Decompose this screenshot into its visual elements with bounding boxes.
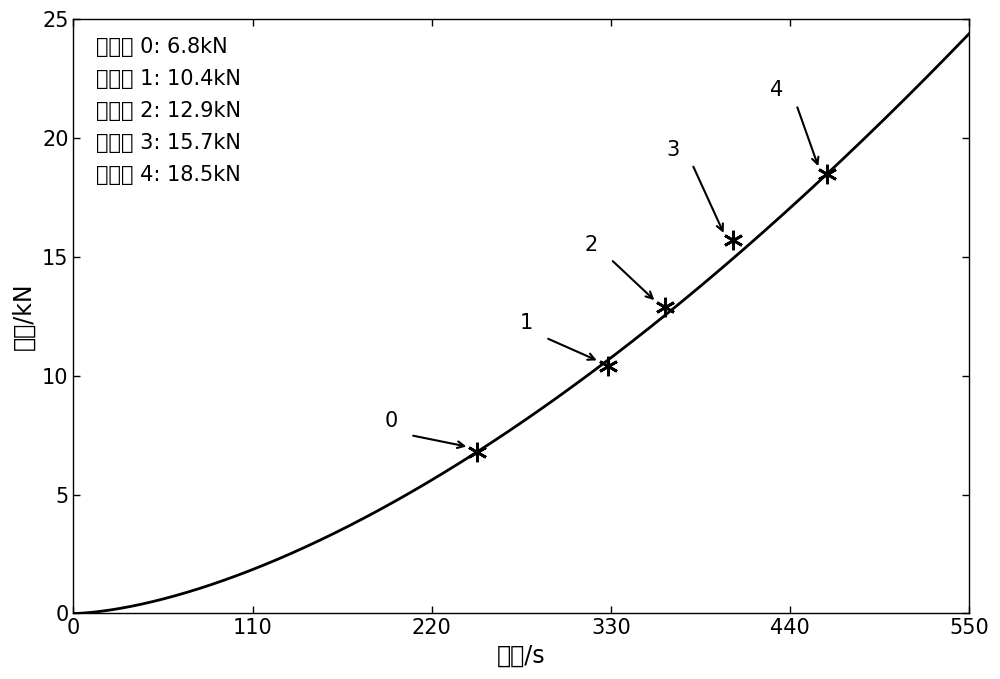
- Text: 0: 0: [384, 411, 398, 431]
- Text: 1: 1: [519, 314, 533, 333]
- Text: 2: 2: [585, 235, 598, 255]
- Text: 4: 4: [770, 80, 783, 100]
- Y-axis label: 荷载/kN: 荷载/kN: [11, 282, 35, 350]
- Text: 3: 3: [666, 140, 679, 160]
- X-axis label: 时间/s: 时间/s: [497, 644, 546, 668]
- Text: 参考点 0: 6.8kN
标识点 1: 10.4kN
标识点 2: 12.9kN
标识点 3: 15.7kN
标识点 4: 18.5kN: 参考点 0: 6.8kN 标识点 1: 10.4kN 标识点 2: 12.9kN…: [96, 37, 241, 185]
